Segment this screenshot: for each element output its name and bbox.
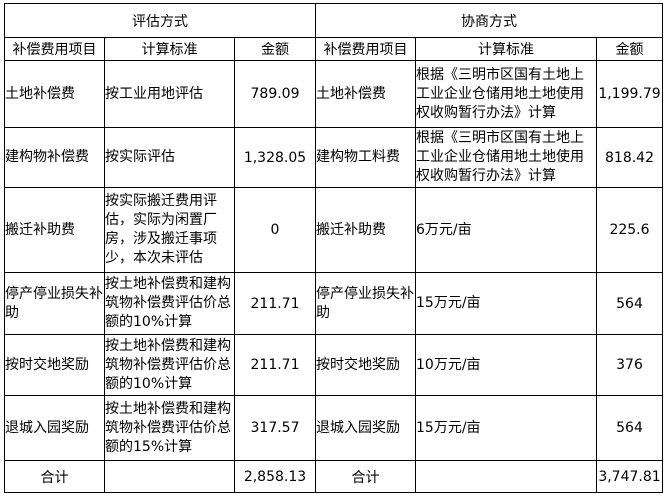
left-amount-cell: 211.71 xyxy=(234,334,316,396)
left-item-cell: 搬迁补助费 xyxy=(4,187,105,273)
left-amount-cell: 317.57 xyxy=(234,395,316,461)
section-header-negotiation: 协商方式 xyxy=(315,3,663,38)
right-standard-cell: 6万元/亩 xyxy=(415,187,597,273)
right-amount-cell: 564 xyxy=(596,272,663,335)
column-header-right-item: 补偿费用项目 xyxy=(315,37,416,61)
column-header-left-item: 补偿费用项目 xyxy=(4,37,105,61)
right-total-amount: 3,747.81 xyxy=(596,460,663,493)
left-total-label: 合计 xyxy=(4,460,105,493)
section-header-row: 评估方式 协商方式 xyxy=(4,3,663,38)
left-item-cell: 按时交地奖励 xyxy=(4,334,105,396)
left-standard-cell: 按工业用地评估 xyxy=(104,60,235,128)
left-amount-cell: 789.09 xyxy=(234,60,316,128)
table-row-land-compensation: 土地补偿费 按工业用地评估 789.09 土地补偿费 根据《三明市区国有土地上工… xyxy=(4,60,663,128)
column-header-right-standard: 计算标准 xyxy=(415,37,597,61)
left-standard-cell: 按实际搬迁费用评估，实际为闲置厂房，涉及搬迁事项少，本次未评估 xyxy=(104,187,235,273)
table-row-business-loss-subsidy: 停产停业损失补助 按土地补偿费和建构筑物补偿费评估价总额的10%计算 211.7… xyxy=(4,272,663,335)
left-amount-cell: 0 xyxy=(234,187,316,273)
right-standard-cell: 根据《三明市区国有土地上工业企业仓储用地土地使用权收购暂行办法》计算 xyxy=(415,60,597,128)
right-standard-cell: 15万元/亩 xyxy=(415,395,597,461)
right-item-cell: 按时交地奖励 xyxy=(315,334,416,396)
table-row-relocation-subsidy: 搬迁补助费 按实际搬迁费用评估，实际为闲置厂房，涉及搬迁事项少，本次未评估 0 … xyxy=(4,187,663,273)
column-header-left-amount: 金额 xyxy=(234,37,316,61)
table-row-park-relocation-reward: 退城入园奖励 按土地补偿费和建构筑物补偿费评估价总额的15%计算 317.57 … xyxy=(4,395,663,461)
left-item-cell: 建构物补偿费 xyxy=(4,127,105,188)
right-amount-cell: 376 xyxy=(596,334,663,396)
table-row-total: 合计 2,858.13 合计 3,747.81 xyxy=(4,460,663,493)
left-item-cell: 停产停业损失补助 xyxy=(4,272,105,335)
left-item-cell: 土地补偿费 xyxy=(4,60,105,128)
right-amount-cell: 1,199.79 xyxy=(596,60,663,128)
compensation-comparison-table: 评估方式 协商方式 补偿费用项目 计算标准 金额 补偿费用项目 计算标准 金额 … xyxy=(4,3,663,493)
column-header-left-standard: 计算标准 xyxy=(104,37,235,61)
right-amount-cell: 225.6 xyxy=(596,187,663,273)
right-standard-cell: 10万元/亩 xyxy=(415,334,597,396)
left-total-standard-empty xyxy=(104,460,235,493)
right-amount-cell: 818.42 xyxy=(596,127,663,188)
left-standard-cell: 按土地补偿费和建构筑物补偿费评估价总额的10%计算 xyxy=(104,272,235,335)
right-amount-cell: 564 xyxy=(596,395,663,461)
right-total-label: 合计 xyxy=(315,460,416,493)
left-standard-cell: 按土地补偿费和建构筑物补偿费评估价总额的15%计算 xyxy=(104,395,235,461)
column-header-row: 补偿费用项目 计算标准 金额 补偿费用项目 计算标准 金额 xyxy=(4,37,663,61)
right-item-cell: 土地补偿费 xyxy=(315,60,416,128)
right-item-cell: 建构物工料费 xyxy=(315,127,416,188)
column-header-right-amount: 金额 xyxy=(596,37,663,61)
section-header-evaluation: 评估方式 xyxy=(4,3,316,38)
left-amount-cell: 211.71 xyxy=(234,272,316,335)
left-standard-cell: 按土地补偿费和建构筑物补偿费评估价总额的10%计算 xyxy=(104,334,235,396)
table-row-ontime-handover-reward: 按时交地奖励 按土地补偿费和建构筑物补偿费评估价总额的10%计算 211.71 … xyxy=(4,334,663,396)
left-item-cell: 退城入园奖励 xyxy=(4,395,105,461)
left-standard-cell: 按实际评估 xyxy=(104,127,235,188)
table-row-structure-compensation: 建构物补偿费 按实际评估 1,328.05 建构物工料费 根据《三明市区国有土地… xyxy=(4,127,663,188)
right-item-cell: 搬迁补助费 xyxy=(315,187,416,273)
right-total-standard-empty xyxy=(415,460,597,493)
right-item-cell: 停产停业损失补助 xyxy=(315,272,416,335)
left-total-amount: 2,858.13 xyxy=(234,460,316,493)
right-standard-cell: 15万元/亩 xyxy=(415,272,597,335)
right-standard-cell: 根据《三明市区国有土地上工业企业仓储用地土地使用权收购暂行办法》计算 xyxy=(415,127,597,188)
right-item-cell: 退城入园奖励 xyxy=(315,395,416,461)
left-amount-cell: 1,328.05 xyxy=(234,127,316,188)
